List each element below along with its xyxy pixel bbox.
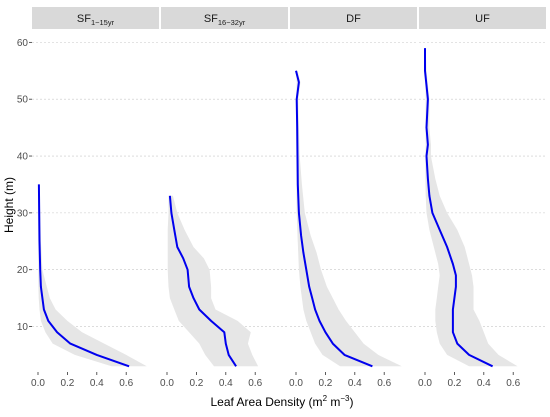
series-line bbox=[37, 184, 130, 368]
x-axis-title: Leaf Area Density (m2 m−3) bbox=[211, 394, 354, 409]
x-tick-label: 0.6 bbox=[248, 378, 262, 389]
panel-title-main: SF bbox=[204, 13, 218, 25]
panel-2: SF16−32yr 0.0 0.2 0.4 0.6 bbox=[160, 7, 288, 389]
panel-title: SF1−15yr bbox=[77, 13, 115, 27]
series-line bbox=[168, 195, 237, 367]
x-axis-title-prefix: Leaf Area Density (m bbox=[211, 395, 323, 409]
x-tick-label: 0.2 bbox=[318, 378, 332, 389]
y-tick-label: 30 bbox=[17, 208, 29, 219]
y-axis: 10 20 30 40 50 60 bbox=[17, 38, 32, 333]
panel-title-main: UF bbox=[475, 13, 490, 25]
x-tick-label: 0.4 bbox=[90, 378, 104, 389]
x-axis-title-mid: m bbox=[327, 395, 340, 409]
panel-title-subscript: 16−32yr bbox=[218, 18, 246, 27]
x-tick-label: 0.2 bbox=[189, 378, 203, 389]
series-line bbox=[424, 48, 494, 368]
y-tick-label: 60 bbox=[17, 38, 29, 49]
x-tick-label: 0.2 bbox=[60, 378, 74, 389]
x-tick-label: 0.0 bbox=[418, 378, 432, 389]
y-tick-label: 20 bbox=[17, 265, 29, 276]
x-tick-label: 0.4 bbox=[477, 378, 491, 389]
x-axis-title-suffix: ) bbox=[349, 395, 353, 409]
x-tick-label: 0.4 bbox=[348, 378, 362, 389]
x-axis-title-sup1: 2 bbox=[323, 394, 328, 403]
x-tick-label: 0.2 bbox=[447, 378, 461, 389]
y-tick-label: 40 bbox=[17, 152, 29, 163]
series-line bbox=[295, 70, 373, 368]
x-tick-label: 0.6 bbox=[377, 378, 391, 389]
x-tick-label: 0.4 bbox=[219, 378, 233, 389]
panel-title-subscript: 1−15yr bbox=[91, 18, 115, 27]
panel-title: UF bbox=[475, 13, 490, 25]
panel-title-main: SF bbox=[77, 13, 91, 25]
confidence-band bbox=[296, 70, 402, 367]
panel-3: DF 0.0 0.2 0.4 0.6 bbox=[289, 7, 417, 389]
panel-title: DF bbox=[346, 13, 361, 25]
panel-strip bbox=[419, 7, 546, 29]
x-tick-label: 0.6 bbox=[506, 378, 520, 389]
panel-4: UF 0.0 0.2 0.4 0.6 bbox=[418, 7, 546, 389]
x-axis-title-sup2: −3 bbox=[340, 394, 350, 403]
y-tick-label: 10 bbox=[17, 322, 29, 333]
y-axis-title: Height (m) bbox=[2, 177, 16, 233]
panel-1: SF1−15yr 0.0 0.2 0.4 0.6 bbox=[31, 7, 159, 389]
confidence-band bbox=[38, 184, 147, 367]
panel-strip bbox=[290, 7, 417, 29]
x-tick-label: 0.6 bbox=[119, 378, 133, 389]
panel-strip bbox=[32, 7, 159, 29]
confidence-band bbox=[167, 195, 259, 367]
x-tick-label: 0.0 bbox=[31, 378, 45, 389]
panel-strip bbox=[161, 7, 288, 29]
x-tick-label: 0.0 bbox=[289, 378, 303, 389]
panel-title-main: DF bbox=[346, 13, 361, 25]
confidence-band bbox=[425, 48, 518, 367]
x-tick-label: 0.0 bbox=[160, 378, 174, 389]
panel-title: SF16−32yr bbox=[204, 13, 246, 27]
y-tick-label: 50 bbox=[17, 95, 29, 106]
